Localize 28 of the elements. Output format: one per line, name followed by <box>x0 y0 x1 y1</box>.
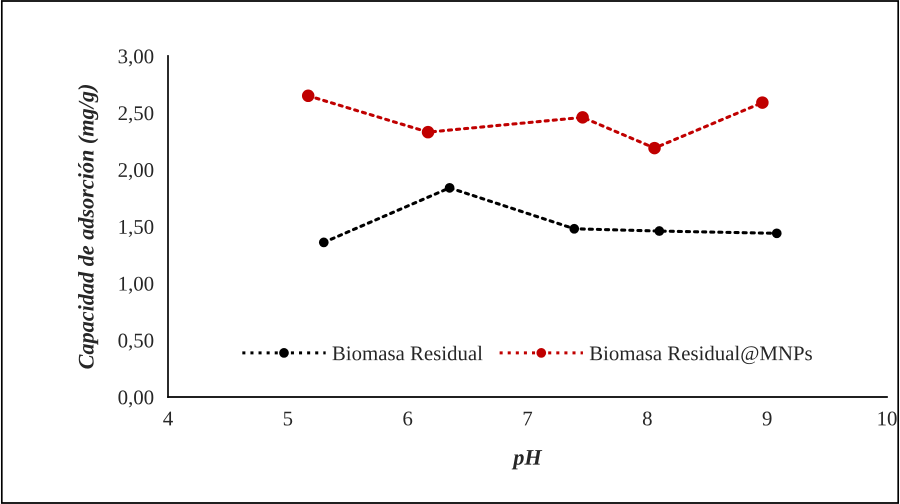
point <box>772 228 782 238</box>
point <box>444 182 454 193</box>
point <box>302 90 314 102</box>
x-tick-label: 5 <box>284 412 292 426</box>
y-tick-label: 1,50 <box>119 220 154 237</box>
point <box>318 238 329 248</box>
y-tick-label: 2,50 <box>118 106 154 124</box>
point <box>756 96 769 109</box>
x-tick-label: 6 <box>403 412 412 426</box>
point <box>648 142 661 154</box>
x-tick-label: 4 <box>163 412 173 426</box>
point <box>654 226 664 236</box>
point <box>422 126 434 138</box>
legend-label: Biomasa Residual@MNPs <box>590 346 812 364</box>
y-tick-label: 0,00 <box>118 390 154 408</box>
y-tick-label: 1,00 <box>119 276 154 294</box>
y-tick-label: 3,00 <box>118 49 154 66</box>
x-tick-label: 7 <box>524 412 532 426</box>
x-tick-label: 10 <box>878 411 897 426</box>
legend-label: Biomasa Residual <box>332 346 483 360</box>
x-tick-label: 9 <box>762 412 772 426</box>
x-axis-title: pH <box>512 450 542 470</box>
x-tick-label: 8 <box>642 411 652 426</box>
y-tick-label: 2,00 <box>118 163 154 180</box>
point <box>576 111 589 124</box>
y-axis-title: Capacidad de adsorción (mg/g) <box>78 85 98 369</box>
point <box>569 224 580 234</box>
y-tick-label: 0,50 <box>118 334 154 351</box>
